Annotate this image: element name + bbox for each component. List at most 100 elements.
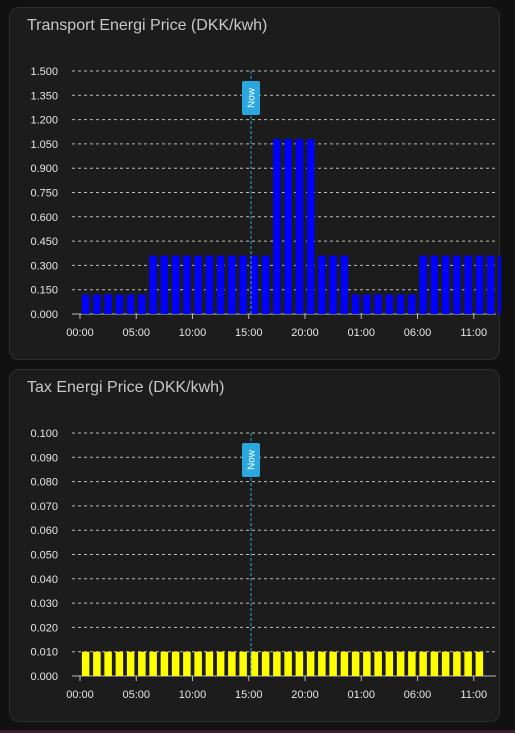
bar[interactable] (329, 255, 337, 314)
bar[interactable] (160, 255, 169, 314)
bar[interactable] (239, 255, 247, 314)
bar[interactable] (149, 651, 157, 676)
bar[interactable] (138, 651, 146, 676)
x-tick-label: 20:00 (291, 327, 319, 339)
bar[interactable] (340, 651, 349, 676)
bar[interactable] (363, 651, 371, 676)
bar[interactable] (183, 651, 191, 676)
bar[interactable] (250, 255, 259, 314)
y-tick-label: 0.300 (30, 260, 58, 272)
bar[interactable] (205, 651, 214, 676)
transport-price-chart[interactable]: 0.000 0.150 0.300 0.450 0.600 0.750 0.900 1.050… (10, 8, 501, 361)
bar[interactable] (239, 651, 247, 676)
bar[interactable] (194, 255, 202, 314)
y-tick-label: 0.900 (30, 163, 58, 175)
bar[interactable] (363, 294, 371, 314)
bar[interactable] (138, 294, 146, 314)
bar[interactable] (115, 651, 124, 676)
bar[interactable] (430, 255, 439, 314)
bar[interactable] (194, 651, 202, 676)
bar[interactable] (183, 255, 191, 314)
bar[interactable] (430, 651, 439, 676)
bar[interactable] (385, 651, 394, 676)
bar[interactable] (126, 651, 135, 676)
bar[interactable] (306, 651, 315, 676)
bar[interactable] (374, 294, 382, 314)
bar[interactable] (486, 255, 495, 314)
bar[interactable] (374, 651, 382, 676)
bar[interactable] (498, 255, 501, 314)
bar[interactable] (475, 651, 484, 676)
bar[interactable] (126, 294, 135, 314)
bar[interactable] (295, 139, 304, 314)
bar[interactable] (216, 651, 225, 676)
bar[interactable] (396, 651, 405, 676)
x-tick-label: 05:00 (122, 689, 150, 701)
y-tick-label: 0.020 (30, 622, 58, 634)
tax-price-card: Tax Energi Price (DKK/kwh) 0.000 0.010 0.0… (9, 369, 500, 722)
bar[interactable] (464, 255, 472, 314)
bar[interactable] (93, 651, 101, 676)
card-title: Transport Energi Price (DKK/kwh) (27, 17, 268, 34)
y-tick-label: 0.010 (30, 647, 58, 659)
y-tick-label: 0.050 (30, 550, 58, 562)
bar[interactable] (396, 294, 405, 314)
bar[interactable] (284, 651, 292, 676)
y-tick-label: 0.100 (30, 428, 58, 440)
bar[interactable] (160, 651, 169, 676)
bar[interactable] (81, 651, 90, 676)
bar[interactable] (273, 651, 281, 676)
bar[interactable] (351, 294, 360, 314)
bar[interactable] (329, 651, 337, 676)
now-label: Now (247, 87, 258, 108)
bar[interactable] (441, 255, 450, 314)
bar[interactable] (273, 139, 281, 314)
y-tick-label: 0.060 (30, 525, 58, 537)
bar[interactable] (306, 139, 315, 314)
bar[interactable] (408, 651, 416, 676)
bar[interactable] (149, 255, 157, 314)
bar[interactable] (453, 651, 461, 676)
bar[interactable] (104, 651, 112, 676)
bar[interactable] (419, 255, 427, 314)
bar[interactable] (228, 651, 236, 676)
y-tick-label: 0.450 (30, 236, 58, 248)
bar[interactable] (228, 255, 236, 314)
bar[interactable] (295, 651, 304, 676)
bar[interactable] (464, 651, 472, 676)
bar[interactable] (115, 294, 124, 314)
bar[interactable] (93, 294, 101, 314)
bar[interactable] (261, 255, 270, 314)
bar[interactable] (408, 294, 416, 314)
x-tick-label: 15:00 (235, 689, 263, 701)
x-tick-label: 11:00 (460, 327, 487, 339)
bar[interactable] (171, 651, 180, 676)
bar[interactable] (419, 651, 427, 676)
bar[interactable] (104, 294, 112, 314)
bar[interactable] (205, 255, 214, 314)
bar[interactable] (318, 651, 326, 676)
bar[interactable] (261, 651, 270, 676)
bar[interactable] (453, 255, 461, 314)
y-tick-label: 1.350 (30, 90, 58, 102)
y-tick-label: 0.000 (30, 671, 58, 683)
x-tick-label: 01:00 (347, 689, 375, 701)
bar[interactable] (250, 651, 259, 676)
y-tick-label: 0.750 (30, 188, 58, 200)
bar[interactable] (475, 255, 484, 314)
bar[interactable] (81, 294, 90, 314)
x-tick-label: 15:00 (235, 327, 263, 339)
bar[interactable] (318, 255, 326, 314)
y-tick-label: 1.500 (30, 66, 58, 78)
bar[interactable] (385, 294, 394, 314)
bar[interactable] (284, 139, 292, 314)
bar[interactable] (441, 651, 450, 676)
tax-price-chart[interactable]: 0.000 0.010 0.020 0.030 0.040 0.050 0.060 0.070… (10, 370, 501, 723)
bar[interactable] (216, 255, 225, 314)
bar[interactable] (351, 651, 360, 676)
bar[interactable] (171, 255, 180, 314)
bar[interactable] (340, 255, 349, 314)
x-tick-label: 00:00 (66, 689, 94, 701)
card-title: Tax Energi Price (DKK/kwh) (27, 379, 225, 396)
now-marker-label: Now (242, 443, 260, 477)
